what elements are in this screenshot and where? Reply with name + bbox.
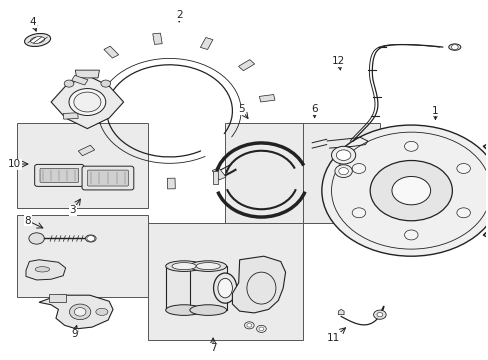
Bar [147, 222, 302, 339]
Text: 9: 9 [71, 329, 78, 339]
Polygon shape [71, 75, 88, 85]
Circle shape [404, 230, 417, 240]
Circle shape [336, 150, 350, 161]
Circle shape [456, 163, 469, 174]
Circle shape [74, 307, 86, 316]
Polygon shape [26, 260, 65, 280]
Circle shape [351, 163, 365, 174]
Circle shape [64, 80, 74, 87]
Text: 6: 6 [311, 104, 317, 114]
Polygon shape [200, 37, 213, 50]
Circle shape [373, 310, 386, 319]
Ellipse shape [172, 262, 196, 270]
Polygon shape [116, 169, 130, 181]
Polygon shape [338, 309, 344, 315]
Bar [189, 266, 226, 310]
Polygon shape [259, 95, 274, 102]
Circle shape [456, 208, 469, 218]
Polygon shape [49, 294, 65, 302]
Bar [17, 123, 147, 208]
Polygon shape [212, 168, 225, 180]
Polygon shape [238, 60, 254, 71]
FancyBboxPatch shape [40, 168, 79, 183]
Polygon shape [232, 256, 285, 313]
Polygon shape [213, 171, 218, 184]
Circle shape [321, 125, 488, 256]
Circle shape [69, 304, 91, 320]
Circle shape [450, 45, 457, 50]
Circle shape [259, 327, 264, 330]
Circle shape [244, 322, 254, 329]
Polygon shape [75, 70, 99, 78]
Polygon shape [104, 46, 119, 58]
FancyBboxPatch shape [82, 166, 134, 190]
Circle shape [246, 324, 251, 327]
Circle shape [334, 165, 351, 177]
Text: 10: 10 [8, 159, 21, 169]
Circle shape [69, 89, 105, 116]
Text: 8: 8 [24, 216, 31, 226]
Text: 3: 3 [69, 205, 76, 215]
Ellipse shape [24, 33, 51, 46]
Text: 5: 5 [237, 104, 244, 114]
Ellipse shape [213, 273, 236, 303]
Circle shape [369, 161, 451, 221]
Text: 7: 7 [209, 343, 216, 354]
Ellipse shape [165, 305, 202, 315]
Circle shape [376, 312, 382, 317]
Circle shape [74, 92, 101, 112]
Ellipse shape [96, 308, 108, 315]
FancyBboxPatch shape [87, 170, 128, 186]
FancyBboxPatch shape [35, 165, 84, 186]
Circle shape [256, 325, 265, 332]
Text: 1: 1 [431, 106, 438, 116]
Circle shape [331, 146, 355, 164]
Polygon shape [51, 76, 123, 129]
Circle shape [101, 80, 110, 87]
Bar [17, 215, 147, 297]
Bar [165, 266, 202, 310]
Polygon shape [39, 295, 113, 329]
Polygon shape [78, 145, 95, 156]
Circle shape [29, 233, 44, 244]
Ellipse shape [189, 305, 226, 315]
Text: 11: 11 [326, 333, 340, 343]
Ellipse shape [189, 261, 226, 271]
Text: 12: 12 [331, 56, 345, 66]
Text: 2: 2 [176, 10, 182, 20]
Ellipse shape [30, 37, 44, 43]
Ellipse shape [448, 44, 460, 50]
Ellipse shape [85, 235, 96, 242]
Circle shape [338, 168, 348, 175]
Polygon shape [63, 113, 78, 119]
Ellipse shape [165, 261, 202, 271]
Ellipse shape [196, 262, 220, 270]
Polygon shape [167, 178, 175, 189]
Circle shape [87, 236, 95, 241]
Bar [302, 123, 379, 222]
Circle shape [351, 208, 365, 218]
Polygon shape [152, 33, 162, 44]
Ellipse shape [218, 278, 232, 298]
Bar [224, 123, 302, 222]
Text: 4: 4 [29, 17, 36, 27]
Ellipse shape [35, 267, 50, 272]
Circle shape [404, 141, 417, 151]
Circle shape [391, 176, 430, 205]
